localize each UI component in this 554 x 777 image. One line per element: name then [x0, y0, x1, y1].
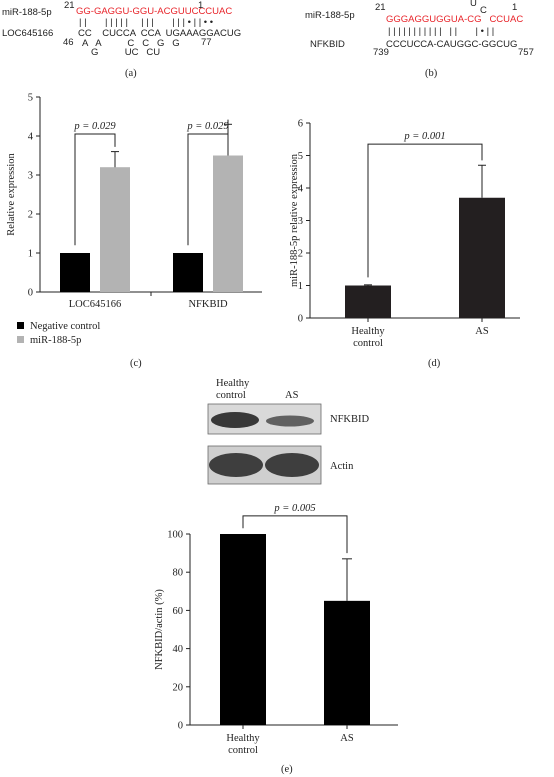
bulge-bottom-b: C [480, 5, 487, 16]
y-tick-label: 5 [298, 151, 303, 162]
y-tick-label: 40 [173, 644, 184, 655]
target-seq-a: CC CUCCA CCA UGAAAGGACUG [78, 28, 241, 39]
target-label-b: NFKBID [310, 39, 345, 50]
x-tick-label-nfkbid: NFKBID [188, 299, 228, 310]
panel-label-e: (e) [281, 764, 293, 775]
mir-end-num-b: 1 [512, 2, 517, 13]
panel-label-a: (a) [125, 68, 137, 79]
y-tick-label: 80 [173, 568, 184, 579]
pairing-lines-b: | | | | | | | | | | | | | | • | | [388, 26, 494, 37]
mir-seq-a: GG-GAGGU-GGU-ACGUUCCCUAC [76, 6, 232, 17]
target-end-num-b: 757 [518, 47, 534, 58]
y-tick-label: 2 [298, 249, 303, 260]
x-tick-label-as: AS [475, 326, 489, 337]
y-tick-label: 1 [298, 281, 303, 292]
target-loop-row2-a: G UC CU [91, 47, 160, 58]
target-loop-row1-a: A A C C G G [82, 38, 180, 49]
blot-header-control: control [216, 390, 246, 401]
bar-negative-control-nfkbid [173, 253, 203, 292]
target-start-num-a: 46 [63, 37, 74, 48]
x-tick-label-as: AS [340, 733, 354, 744]
y-tick-label: 3 [28, 171, 33, 182]
panel-b: miR-188-5p 21 U C GGGAGGUGGUA-CG CCUAC 1… [305, 0, 534, 79]
y-tick-label: 2 [28, 210, 33, 221]
blot-panel-actin [207, 445, 322, 485]
y-tick-label: 0 [298, 314, 303, 325]
pairing-lines-a: | | | | | | | | | | | | | • | | • • [79, 17, 213, 28]
y-tick-label: 3 [298, 216, 303, 227]
mir-start-num-b: 21 [375, 2, 386, 13]
significance-bracket [242, 515, 348, 554]
legend-swatch-negative-control [17, 322, 24, 329]
blot-label-actin: Actin [330, 461, 354, 472]
band-actin-healthy [209, 453, 263, 477]
band-nfkbid-as [266, 415, 314, 427]
y-axis-label: Relative expression [6, 152, 17, 235]
p-value-annotation: p = 0.005 [273, 503, 315, 514]
mir-label-a: miR-188-5p [2, 7, 52, 18]
x-tick-label-healthy-control: control [353, 338, 383, 349]
target-label-a: LOC645166 [2, 28, 53, 39]
chart-e: 0 20 40 60 80 100 NFKBID/actin (%) Healthycontr… [154, 503, 398, 756]
mir-end-num-a: 1 [198, 0, 203, 11]
y-tick-label: 0 [28, 288, 33, 299]
y-axis-label: NFKBID/actin (%) [154, 589, 165, 670]
p-value-annotation: p = 0.029 [73, 121, 116, 132]
y-tick-label: 0 [178, 721, 183, 732]
bulge-top-b: U [470, 0, 477, 9]
mir-start-num-a: 21 [64, 0, 75, 11]
legend-c: Negative control miR-188-5p [17, 321, 100, 346]
x-tick-label-loc645166: LOC645166 [69, 299, 122, 310]
significance-bracket [367, 143, 483, 278]
blot-header-healthy: Healthy [216, 378, 250, 389]
target-seq-b: CCCUCCA-CAUGGC-GGCUG [386, 39, 517, 50]
y-tick-label: 100 [167, 530, 183, 541]
y-tick-label: 20 [173, 682, 184, 693]
bar-healthy-control [345, 285, 391, 318]
y-tick-label: 60 [173, 606, 184, 617]
bar-as [324, 600, 370, 725]
blot-panel-nfkbid [207, 403, 322, 435]
y-tick-label: 1 [28, 249, 33, 260]
band-nfkbid-healthy [211, 412, 259, 428]
legend-swatch-mir-188-5p [17, 336, 24, 343]
significance-bracket [74, 133, 116, 246]
bar-negative-control-loc645166 [60, 253, 90, 292]
legend-label-negative-control: Negative control [30, 321, 100, 332]
blot-label-nfkbid: NFKBID [330, 414, 370, 425]
panel-a: miR-188-5p 21 GG-GAGGU-GGU-ACGUUCCCUAC 1… [2, 0, 241, 79]
target-start-num-b: 739 [373, 47, 389, 58]
panel-label-d: (d) [428, 358, 441, 369]
legend-label-mir-188-5p: miR-188-5p [30, 335, 81, 346]
x-tick-label-healthy-control: control [228, 745, 258, 756]
chart-d: 0 1 2 3 4 5 6 miR-188-5p relative expression Hea… [289, 119, 520, 349]
y-tick-label: 4 [28, 132, 34, 143]
panel-label-b: (b) [425, 68, 438, 79]
x-tick-label-healthy-control: Healthy [351, 326, 385, 337]
bar-mir-188-5p-nfkbid [213, 155, 243, 292]
chart-c: 0 1 2 3 4 5 Relative expression LOC645166 p = 0.… [6, 93, 262, 310]
bar-mir-188-5p-loc645166 [100, 167, 130, 292]
panel-label-c: (c) [130, 358, 142, 369]
x-tick-label-healthy-control: Healthy [226, 733, 260, 744]
significance-bracket [187, 119, 229, 246]
band-actin-as [265, 453, 319, 477]
mir-seq-b: GGGAGGUGGUA-CG CCUAC [386, 14, 523, 25]
bar-as [459, 197, 505, 318]
western-blot: Healthy control AS NFKBID Actin [207, 378, 370, 485]
y-axis-label: miR-188-5p relative expression [289, 153, 300, 287]
bar-healthy-control [220, 534, 266, 725]
y-tick-label: 5 [28, 93, 33, 104]
y-tick-label: 4 [298, 184, 304, 195]
p-value-annotation: p = 0.029 [186, 121, 229, 132]
p-value-annotation: p = 0.001 [403, 131, 445, 142]
mir-label-b: miR-188-5p [305, 10, 355, 21]
blot-header-as: AS [285, 390, 299, 401]
y-tick-label: 6 [298, 119, 303, 130]
target-end-num-a: 77 [201, 37, 212, 48]
